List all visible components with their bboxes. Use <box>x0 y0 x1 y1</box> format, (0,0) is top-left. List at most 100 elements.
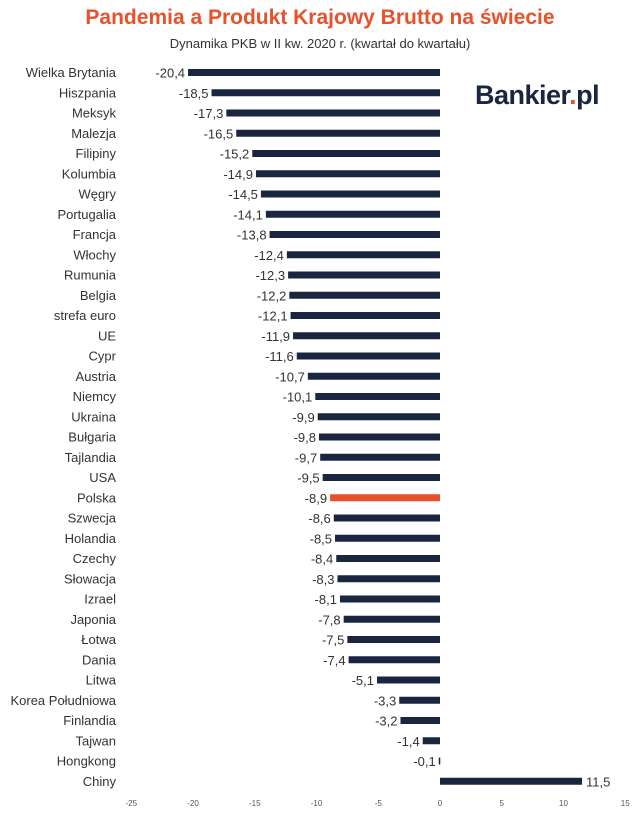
data-label: -8,9 <box>305 491 327 506</box>
data-label: -9,5 <box>297 471 319 486</box>
bar <box>226 109 440 117</box>
x-tick-label: 5 <box>500 799 505 808</box>
data-label: -11,6 <box>265 349 294 364</box>
bar <box>339 595 440 603</box>
category-label: Szwecja <box>68 511 117 526</box>
bar <box>347 636 440 643</box>
bar <box>337 575 440 583</box>
category-label: Bułgaria <box>68 430 116 445</box>
data-label: -15,2 <box>220 147 250 162</box>
bankier-logo: Bankier.pl <box>475 80 600 111</box>
category-label: Włochy <box>73 247 116 262</box>
bar <box>399 696 440 704</box>
category-label: UE <box>98 328 116 343</box>
data-label: -8,5 <box>310 531 332 546</box>
data-label: -12,3 <box>255 268 285 283</box>
category-label: Kolumbia <box>62 166 117 181</box>
category-label: Polska <box>77 490 117 505</box>
bar <box>286 251 440 259</box>
category-label: Niemcy <box>73 389 117 404</box>
data-label: -10,7 <box>275 369 305 384</box>
data-label: -8,3 <box>312 572 334 587</box>
category-label: Cypr <box>89 349 117 364</box>
logo-tld: pl <box>576 80 600 110</box>
bar <box>320 453 440 461</box>
bar <box>289 291 440 299</box>
data-label: -8,4 <box>311 552 333 567</box>
category-label: Portugalia <box>57 207 116 222</box>
chart-title: Pandemia a Produkt Krajowy Brutto na świ… <box>85 6 555 29</box>
data-label: -14,5 <box>228 187 258 202</box>
category-label: Tajlandia <box>65 450 117 465</box>
bar <box>422 737 440 745</box>
x-tick-label: 10 <box>559 799 568 808</box>
data-label: -8,6 <box>308 511 330 526</box>
data-label: -14,1 <box>233 207 263 222</box>
bar <box>400 717 440 724</box>
bar <box>318 433 440 441</box>
bar <box>290 312 440 319</box>
category-label: Finlandia <box>63 713 117 728</box>
bar <box>343 615 440 623</box>
bar <box>260 190 440 198</box>
category-label: Austria <box>76 369 117 384</box>
category-label: Filipiny <box>76 146 117 161</box>
logo-name: Bankier <box>475 80 570 110</box>
bar <box>336 555 440 562</box>
category-label: Rumunia <box>64 268 117 283</box>
data-label: -17,3 <box>194 106 224 121</box>
data-label: -9,8 <box>294 430 316 445</box>
category-label: Łotwa <box>81 632 116 647</box>
bar <box>440 777 583 785</box>
data-label: -18,5 <box>179 86 209 101</box>
data-label: -16,5 <box>204 126 234 141</box>
data-label: -12,1 <box>258 309 288 324</box>
bar <box>236 129 440 137</box>
bar <box>211 89 440 97</box>
data-label: -1,4 <box>397 734 419 749</box>
bar <box>348 656 440 664</box>
category-label: Wielka Brytania <box>26 65 117 80</box>
x-tick-label: -20 <box>187 799 199 808</box>
logo-dot: . <box>569 80 577 110</box>
x-tick-label: -25 <box>125 799 137 808</box>
data-label: -14,9 <box>223 167 253 182</box>
category-label: Ukraina <box>71 409 117 424</box>
data-label: -0,1 <box>413 754 435 769</box>
bar <box>252 150 440 157</box>
category-label: Czechy <box>73 551 117 566</box>
data-label: -8,1 <box>315 592 337 607</box>
bar <box>269 231 440 238</box>
category-label: Słowacja <box>64 571 117 586</box>
bar <box>335 534 440 542</box>
chart-subtitle: Dynamika PKB w II kw. 2020 r. (kwartał d… <box>169 36 471 51</box>
data-label: -7,8 <box>318 612 340 627</box>
category-label: Japonia <box>70 612 116 627</box>
bar <box>377 676 440 684</box>
category-label: Holandia <box>65 531 117 546</box>
bar <box>288 271 440 279</box>
category-label: Belgia <box>80 288 117 303</box>
x-tick-label: -5 <box>375 799 383 808</box>
data-label: -7,4 <box>323 653 345 668</box>
bar <box>333 514 440 522</box>
data-label: -13,8 <box>237 228 267 243</box>
category-label: Chiny <box>83 774 117 789</box>
category-label: Malezja <box>71 126 117 141</box>
data-label: -11,9 <box>261 329 290 344</box>
category-label: Meksyk <box>72 106 117 121</box>
bar <box>265 210 440 218</box>
category-label: Izrael <box>84 592 116 607</box>
bar <box>438 757 441 765</box>
data-label: 11,5 <box>586 774 610 789</box>
data-label: -9,7 <box>295 450 317 465</box>
bar <box>330 494 440 502</box>
category-label: Korea Południowa <box>10 693 116 708</box>
category-label: Litwa <box>86 673 117 688</box>
category-label: USA <box>89 470 116 485</box>
data-label: -12,2 <box>257 288 287 303</box>
category-label: Tajwan <box>76 733 116 748</box>
data-label: -7,5 <box>322 633 344 648</box>
category-label: Dania <box>82 652 117 667</box>
